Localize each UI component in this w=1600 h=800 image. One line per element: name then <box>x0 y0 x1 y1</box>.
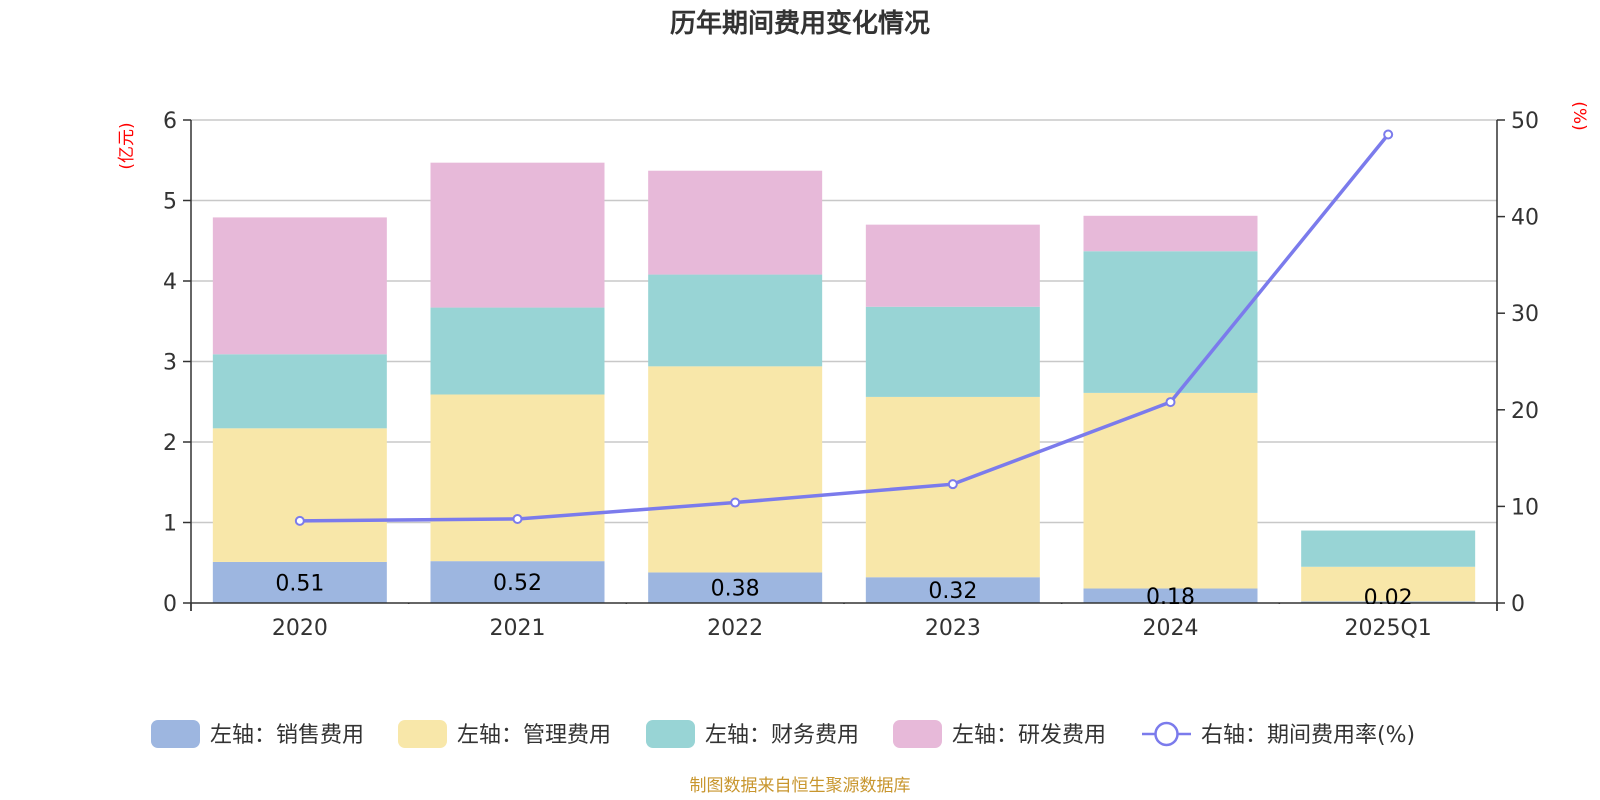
left-tick-label: 1 <box>163 512 177 537</box>
legend-swatch <box>151 720 200 748</box>
legend-swatch <box>398 720 447 748</box>
data-labels: 0.51 0.52 0.38 0.32 0.18 0.02 <box>192 571 1496 611</box>
data-label: 0.38 <box>711 577 760 602</box>
bar-segment <box>1301 530 1476 567</box>
bar-segment <box>430 394 605 562</box>
rate-point <box>947 479 958 490</box>
bar-segment <box>212 561 387 603</box>
bar-segment <box>1083 588 1258 603</box>
legend-label: 左轴：研发费用 <box>952 723 1106 748</box>
legend-label: 左轴：销售费用 <box>210 723 364 748</box>
x-tick-label: 2020 <box>272 616 328 641</box>
rate-point <box>512 513 523 524</box>
bar-segment <box>865 577 1040 603</box>
bar-segment <box>648 170 823 275</box>
right-tick-label: 30 <box>1511 302 1539 327</box>
right-tick-label: 50 <box>1511 109 1539 134</box>
bar-segment <box>1083 215 1258 252</box>
x-tick-label: 2024 <box>1143 616 1199 641</box>
rate-point <box>294 515 305 526</box>
data-label: 0.52 <box>493 571 542 596</box>
rate-point <box>730 497 741 508</box>
right-tick-label: 0 <box>1511 592 1525 617</box>
bar-segment <box>1301 566 1476 602</box>
label-clip-mask <box>192 604 1496 611</box>
bar-segment <box>212 217 387 355</box>
legend: 左轴：销售费用 左轴：管理费用 左轴：财务费用 左轴：研发费用 右轴：期间费用率(%) <box>151 720 1415 748</box>
gridlines <box>191 119 1497 524</box>
rate-point <box>1383 129 1394 140</box>
rate-line-path <box>299 133 1390 523</box>
bar-segment <box>212 428 387 562</box>
left-tick-label: 2 <box>163 431 177 456</box>
x-tick-label: 2023 <box>925 616 981 641</box>
bar-segment <box>1083 251 1258 393</box>
legend-label: 左轴：财务费用 <box>705 723 859 748</box>
legend-label: 右轴：期间费用率(%) <box>1201 723 1415 748</box>
left-tick-label: 6 <box>163 109 177 134</box>
right-tick-label: 20 <box>1511 399 1539 424</box>
x-tick-label: 2022 <box>707 616 763 641</box>
axes: 0 1 2 3 4 5 6 0 10 20 30 40 50 2020 2021 2022 2023 2024 20… <box>163 109 1539 641</box>
bar-segment <box>430 307 605 395</box>
left-tick-label: 4 <box>163 270 177 295</box>
bar-segment <box>648 572 823 603</box>
chart-title: 历年期间费用变化情况 <box>670 8 930 39</box>
bar-segment <box>648 366 823 573</box>
bar-segment <box>648 274 823 367</box>
legend-swatch <box>646 720 695 748</box>
bar-segment <box>212 354 387 429</box>
right-axis-unit: (%) <box>1569 101 1589 130</box>
legend-label: 左轴：管理费用 <box>457 723 611 748</box>
source-note: 制图数据来自恒生聚源数据库 <box>690 776 911 796</box>
left-axis-unit: (亿元) <box>117 122 137 169</box>
legend-swatch <box>893 720 942 748</box>
data-label: 0.32 <box>928 579 977 604</box>
bar-segment <box>430 162 605 308</box>
left-tick-label: 3 <box>163 351 177 376</box>
rate-line <box>294 129 1394 526</box>
bar-segment <box>865 306 1040 397</box>
bar-segment <box>430 561 605 603</box>
data-label: 0.51 <box>275 571 324 596</box>
right-tick-label: 40 <box>1511 206 1539 231</box>
bars <box>212 162 1476 603</box>
rate-point <box>1165 397 1176 408</box>
bar-segment <box>1083 392 1258 589</box>
left-tick-label: 5 <box>163 190 177 215</box>
right-tick-label: 10 <box>1511 495 1539 520</box>
bar-segment <box>1301 601 1476 603</box>
left-tick-label: 0 <box>163 592 177 617</box>
x-tick-label: 2025Q1 <box>1345 616 1432 641</box>
legend-marker <box>1154 721 1179 747</box>
bar-segment <box>865 224 1040 307</box>
x-tick-label: 2021 <box>490 616 546 641</box>
